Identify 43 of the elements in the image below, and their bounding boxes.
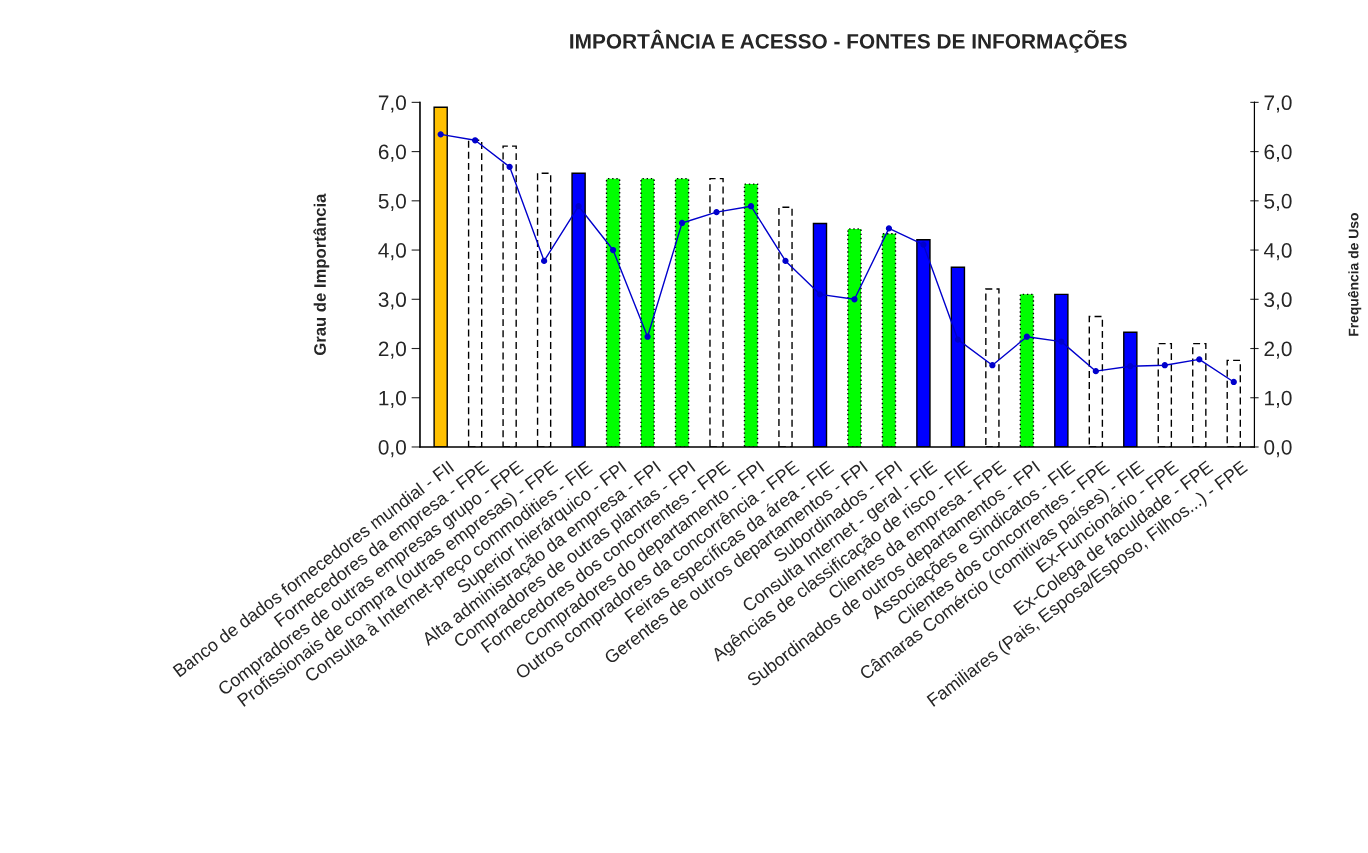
point [609,246,617,254]
y2-tick-label: 1,0 [1265,390,1292,408]
point [506,163,513,170]
point [540,257,548,265]
point [885,225,893,232]
y-tick-label: 2,0 [378,341,406,359]
y-tick-label: 6,0 [378,144,406,162]
point [816,291,824,298]
y-axis-title: Grau de Importância [313,193,330,356]
y2-tick-label: 4,0 [1263,243,1292,261]
y2-tick-label: 5,0 [1264,193,1292,212]
y2-tick-label: 0,0 [1264,439,1292,458]
y2-tick-label: 7,0 [1264,95,1292,113]
point [437,131,444,138]
point [472,137,479,144]
point [1092,368,1099,375]
point [644,333,651,340]
point [851,296,858,303]
y-tick-label: 1,0 [379,390,406,408]
y2-tick-label: 2,0 [1264,341,1292,359]
y2-tick-label: 3,0 [1264,292,1292,310]
chart-title: IMPORTÂNCIA E ACESSO - FONTES DE INFORMAÇÕES [570,29,1127,53]
point [1230,378,1237,386]
y-tick-label: 4,0 [378,243,406,261]
point [1058,338,1065,345]
point [1023,333,1030,340]
y-tick-label: 0,0 [378,439,406,458]
y-tick-label: 3,0 [378,292,406,310]
y2-axis-title: Frequência de Uso [1348,213,1362,336]
point [1196,356,1203,363]
point [782,257,789,265]
y2-tick-label: 6,0 [1264,144,1292,162]
y-tick-label: 7,0 [378,95,406,113]
point [713,209,720,216]
point [954,336,962,343]
point [575,203,582,210]
point [920,241,927,248]
point [678,219,686,227]
point [1127,363,1134,370]
point [1161,362,1168,369]
point [989,362,996,369]
point [747,203,755,210]
y-tick-label: 5,0 [378,193,406,212]
